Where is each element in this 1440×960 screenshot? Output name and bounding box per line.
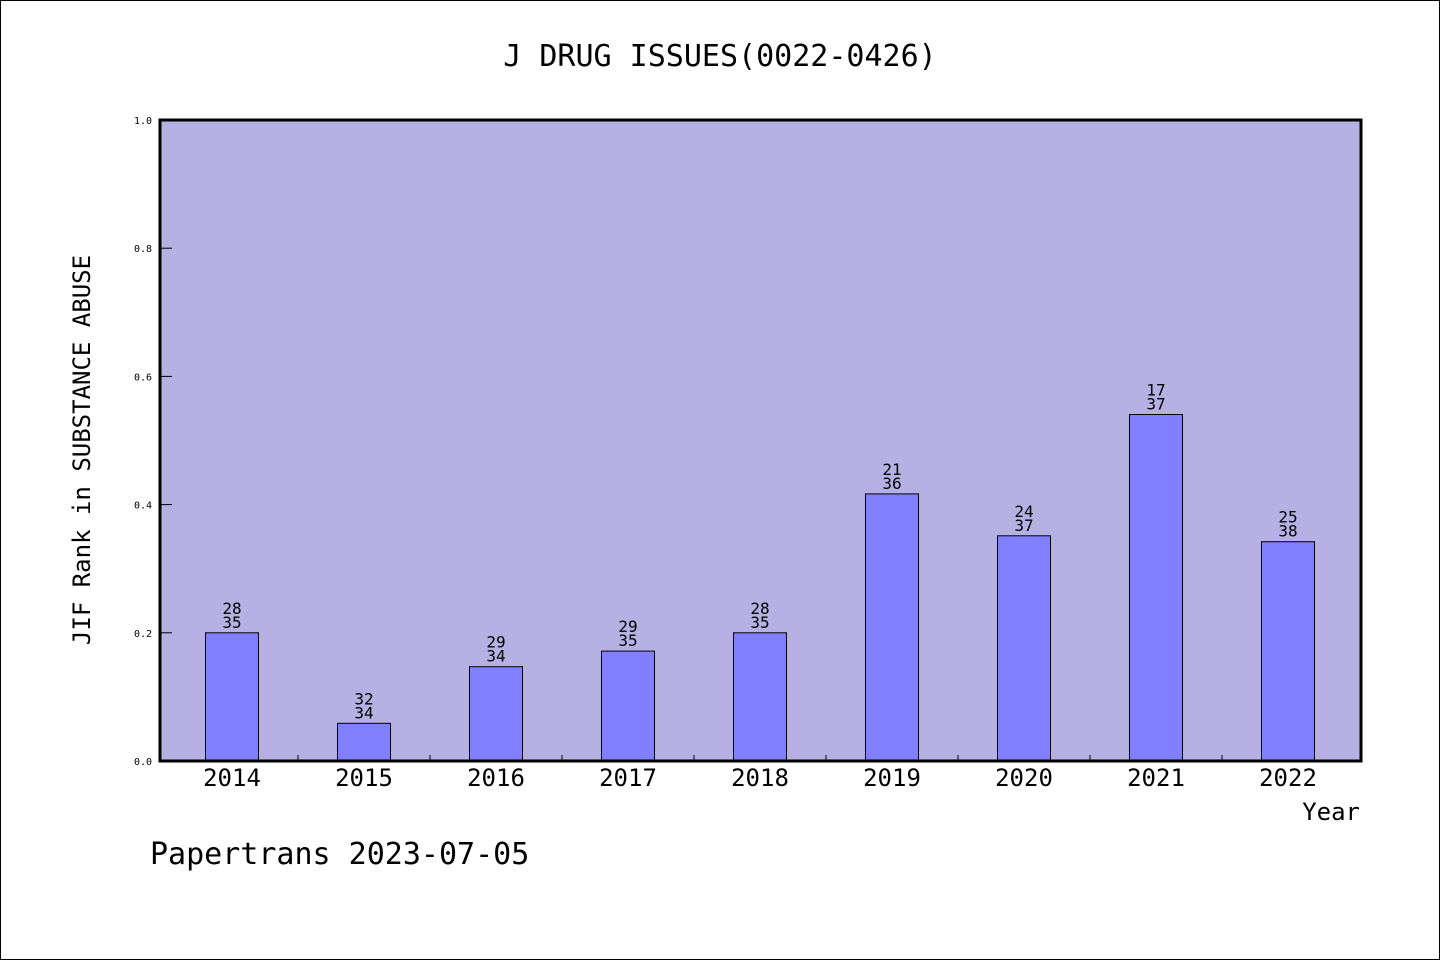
y-tick-label-0.6: 0.6 [134, 372, 152, 383]
chart-title: J DRUG ISSUES(0022-0426) [503, 39, 936, 74]
x-tick-label-2016: 2016 [467, 764, 525, 792]
bar-label-total-2016: 34 [486, 647, 505, 666]
x-tick-label-2018: 2018 [731, 764, 789, 792]
bar-label-rank-2018: 28 [750, 599, 769, 618]
bar-2014 [205, 632, 259, 762]
bar-label-rank-2014: 28 [222, 599, 241, 618]
bar-label-rank-2016: 29 [486, 633, 505, 652]
y-tick-label-0.0: 0.0 [134, 757, 152, 768]
x-tick-label-2014: 2014 [203, 764, 261, 792]
x-tick-label-2020: 2020 [995, 764, 1053, 792]
x-tick-label-2017: 2017 [599, 764, 657, 792]
bar-label-total-2017: 35 [618, 631, 637, 650]
x-tick-label-2022: 2022 [1259, 764, 1317, 792]
x-tick-label-2015: 2015 [335, 764, 393, 792]
bar-label-total-2020: 37 [1014, 516, 1033, 535]
y-tick-label-0.4: 0.4 [134, 501, 152, 512]
bar-label-total-2018: 35 [750, 613, 769, 632]
bar-label-rank-2020: 24 [1014, 502, 1033, 521]
plot-border [158, 118, 1363, 763]
x-tick-label-2021: 2021 [1127, 764, 1185, 792]
y-tick-label-0.2: 0.2 [134, 629, 152, 640]
bar-2018 [733, 632, 787, 762]
bar-label-rank-2021: 17 [1146, 381, 1165, 400]
bar-2021 [1129, 414, 1183, 762]
bar-label-total-2014: 35 [222, 613, 241, 632]
bar-2022 [1261, 541, 1315, 762]
bar-label-rank-2017: 29 [618, 617, 637, 636]
bar-label-rank-2015: 32 [354, 689, 373, 708]
bar-label-total-2021: 37 [1146, 395, 1165, 414]
bar-label-total-2022: 38 [1278, 522, 1297, 541]
y-tick-label-1.0: 1.0 [134, 116, 152, 127]
x-tick-label-2019: 2019 [863, 764, 921, 792]
bar-label-total-2019: 36 [882, 474, 901, 493]
x-axis-label: Year [1302, 798, 1360, 826]
y-axis-label: JIF Rank in SUBSTANCE ABUSE [68, 255, 96, 645]
bar-2019 [865, 493, 919, 762]
bar-label-rank-2022: 25 [1278, 508, 1297, 527]
bar-2015 [337, 722, 391, 762]
y-tick-label-0.8: 0.8 [134, 244, 152, 255]
footer-watermark: Papertrans 2023-07-05 [150, 837, 529, 872]
x-axis-ticks: 2014 2015 2016 2017 2018 2019 2020 2021 2022 [203, 755, 1317, 792]
bar-label-total-2015: 34 [354, 703, 373, 722]
bars-group [205, 414, 1315, 762]
bar-2020 [997, 535, 1051, 762]
bar-label-rank-2019: 21 [882, 460, 901, 479]
bar-2017 [601, 650, 655, 762]
bar-2016 [469, 666, 523, 762]
